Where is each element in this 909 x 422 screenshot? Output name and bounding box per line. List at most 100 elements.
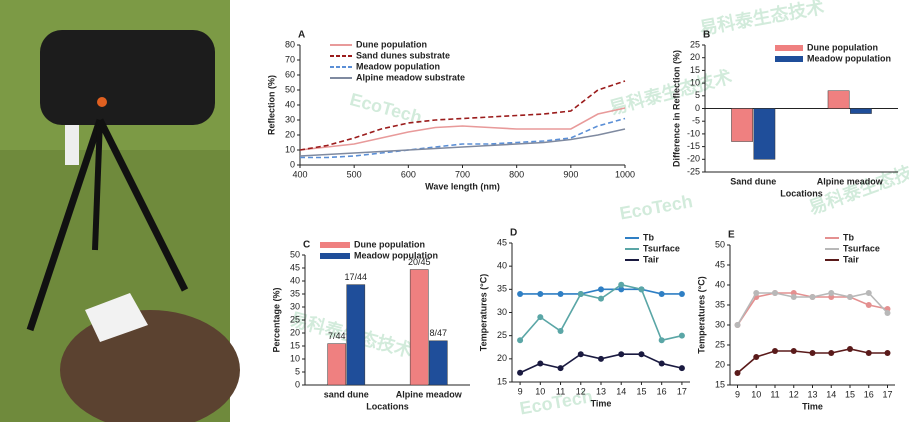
- point: [658, 290, 665, 297]
- point: [678, 332, 685, 339]
- legend-label: Tsurface: [643, 243, 680, 253]
- point: [865, 350, 872, 356]
- y-tick-label: 30: [497, 307, 507, 317]
- point: [537, 360, 544, 367]
- x-tick-label: 15: [845, 389, 855, 399]
- x-tick-label: 12: [789, 389, 799, 399]
- x-tick-label: Alpine meadow: [817, 176, 884, 186]
- x-tick-label: sand dune: [324, 389, 369, 399]
- x-tick-label: 12: [576, 386, 586, 396]
- y-axis-label: Reflection (%): [266, 75, 276, 135]
- value-label: 17/44: [345, 272, 368, 282]
- legend-label: Tsurface: [843, 243, 880, 253]
- point: [537, 290, 544, 297]
- x-tick-label: 9: [518, 386, 523, 396]
- y-tick-label: 70: [285, 54, 295, 64]
- y-tick-label: 20: [690, 52, 700, 62]
- point: [517, 369, 524, 376]
- x-tick-label: Sand dune: [730, 176, 776, 186]
- y-tick-label: 25: [497, 330, 507, 340]
- y-tick-label: 5: [295, 366, 300, 376]
- y-tick-label: 15: [690, 65, 700, 75]
- x-tick-label: 17: [677, 386, 687, 396]
- point: [790, 294, 797, 300]
- x-tick-label: 10: [535, 386, 545, 396]
- y-tick-label: 45: [715, 259, 725, 269]
- point: [753, 290, 760, 296]
- point: [772, 348, 778, 354]
- y-tick-label: 25: [690, 39, 700, 49]
- point: [809, 350, 816, 356]
- bar: [827, 90, 850, 109]
- panel-label: E: [728, 230, 735, 241]
- value-label: 20/45: [408, 257, 431, 267]
- point: [753, 354, 760, 360]
- x-tick-label: 13: [596, 386, 606, 396]
- point: [658, 360, 665, 367]
- y-tick-label: 15: [715, 379, 725, 389]
- legend-label: Meadow population: [807, 53, 891, 63]
- x-tick-label: 9: [735, 389, 740, 399]
- x-tick-label: 11: [770, 389, 779, 399]
- panel-label: B: [703, 30, 710, 41]
- series-line: [300, 117, 626, 159]
- value-label: 7/44: [328, 331, 346, 341]
- point: [865, 290, 872, 296]
- y-tick-label: -10: [687, 128, 700, 138]
- y-tick-label: -15: [687, 141, 700, 151]
- legend-label: Tb: [843, 232, 854, 242]
- bar: [428, 340, 448, 386]
- x-axis-label: Locations: [366, 401, 409, 411]
- y-tick-label: 5: [695, 90, 700, 100]
- point: [638, 351, 645, 358]
- y-tick-label: 60: [285, 69, 295, 79]
- y-tick-label: 30: [715, 319, 725, 329]
- y-tick-label: 0: [290, 159, 295, 169]
- y-axis-label: Temperatures (°C): [478, 274, 488, 351]
- bar: [409, 269, 429, 386]
- x-tick-label: 600: [401, 169, 416, 179]
- series-line: [299, 107, 626, 151]
- y-tick-label: 50: [290, 249, 300, 259]
- point: [790, 348, 797, 354]
- legend-label: Dune population: [807, 42, 878, 52]
- y-tick-label: 50: [285, 84, 295, 94]
- point: [537, 314, 544, 321]
- point: [865, 302, 872, 308]
- y-tick-label: 0: [695, 103, 700, 113]
- x-tick-label: 800: [509, 169, 524, 179]
- point: [577, 290, 584, 297]
- y-tick-label: 40: [290, 275, 300, 285]
- x-tick-label: 14: [616, 386, 626, 396]
- watermark: 易科泰生态技术: [698, 0, 826, 39]
- y-axis-label: Percentage (%): [271, 287, 281, 352]
- bar: [731, 108, 753, 142]
- x-tick-label: 11: [556, 386, 565, 396]
- point: [828, 290, 835, 296]
- y-tick-label: 30: [290, 301, 300, 311]
- panel-label: D: [510, 228, 517, 239]
- x-tick-label: Alpine meadow: [396, 389, 463, 399]
- y-tick-label: 35: [497, 284, 507, 294]
- y-tick-label: 10: [285, 144, 295, 154]
- x-axis-label: Locations: [780, 188, 823, 198]
- bar: [753, 108, 776, 160]
- legend-label: Meadow population: [356, 61, 440, 71]
- point: [618, 286, 625, 293]
- y-tick-label: 0: [295, 379, 300, 389]
- y-tick-label: -25: [687, 166, 700, 176]
- legend-label: Dune population: [354, 239, 425, 249]
- legend-label: Sand dunes substrate: [356, 50, 450, 60]
- x-tick-label: 17: [882, 389, 892, 399]
- y-tick-label: 45: [290, 262, 300, 272]
- x-tick-label: 16: [864, 389, 874, 399]
- y-axis-label: Temperatures (°C): [696, 276, 706, 353]
- y-tick-label: 10: [690, 77, 700, 87]
- point: [557, 290, 564, 297]
- point: [517, 290, 524, 297]
- y-axis-label: Difference in Reflection (%): [671, 50, 681, 167]
- y-tick-label: 35: [290, 288, 300, 298]
- legend-label: Tb: [643, 232, 654, 242]
- x-tick-label: 10: [751, 389, 761, 399]
